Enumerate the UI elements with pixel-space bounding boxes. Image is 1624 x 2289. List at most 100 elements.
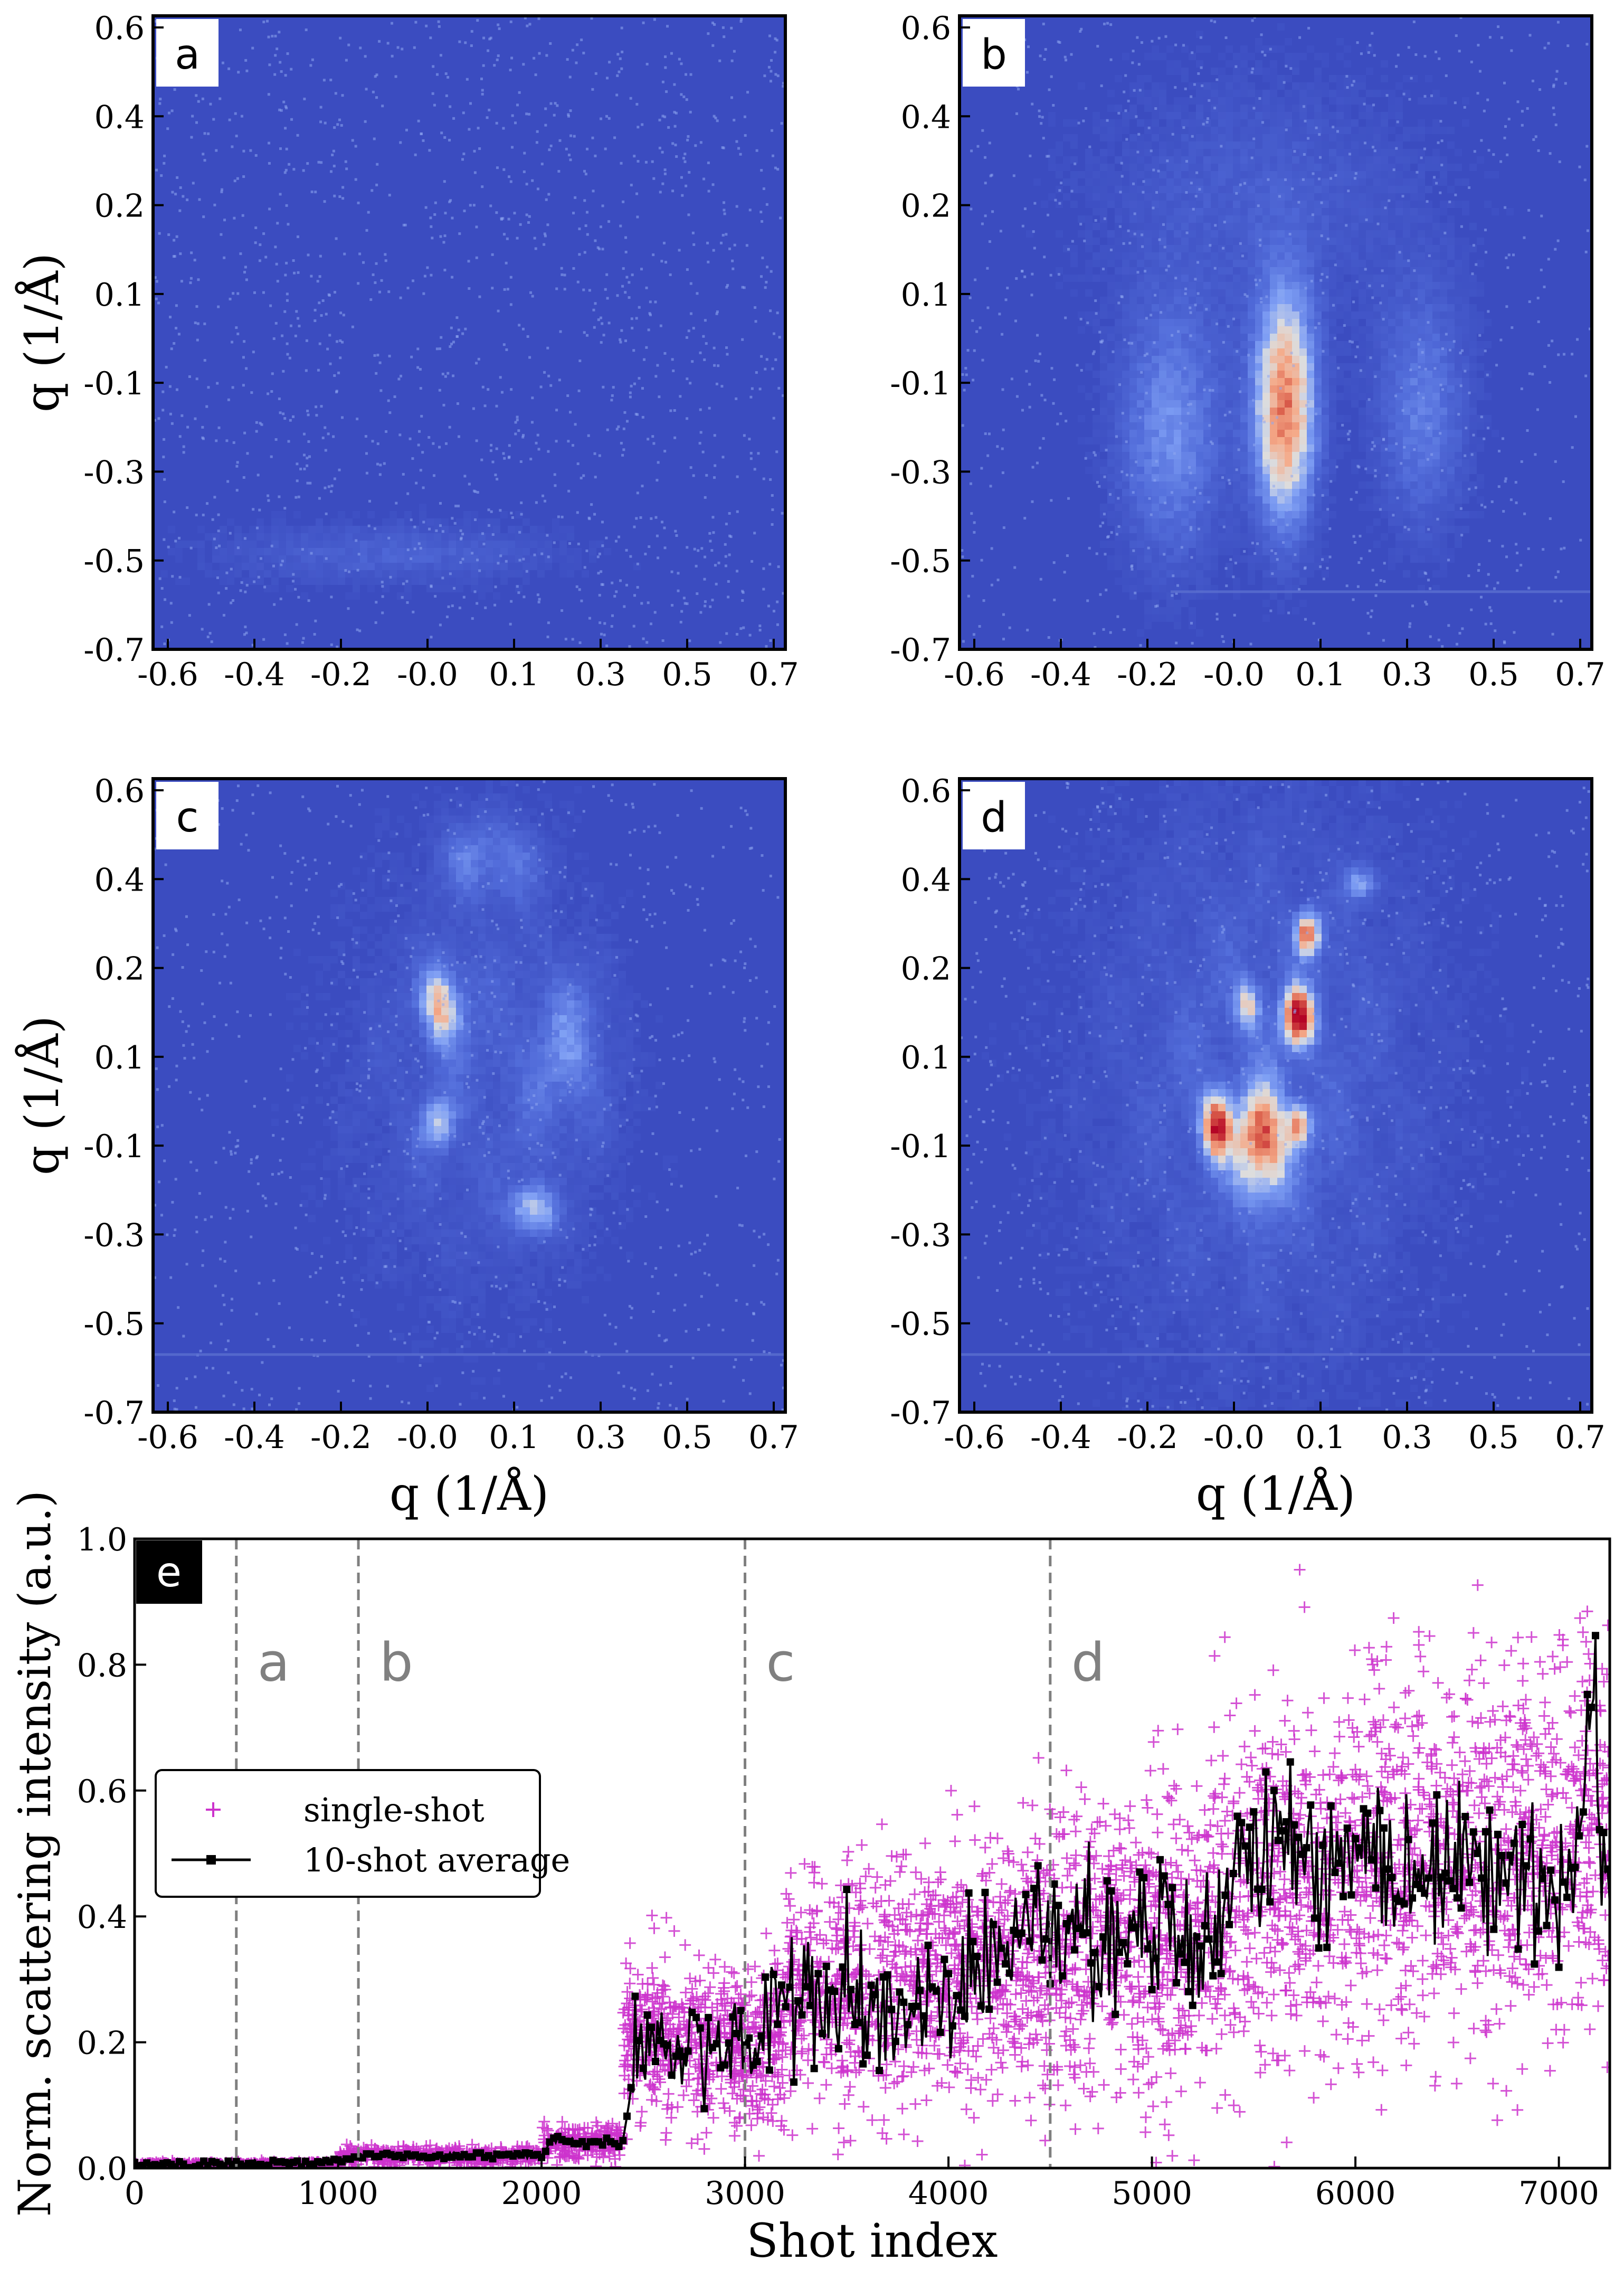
noise-pixel bbox=[262, 21, 265, 24]
heatmap-cell bbox=[1115, 518, 1122, 526]
noise-pixel bbox=[167, 233, 170, 237]
heatmap-cell bbox=[1152, 363, 1159, 371]
noise-pixel bbox=[379, 464, 382, 467]
heatmap-cell bbox=[220, 533, 227, 541]
heatmap-cell bbox=[1395, 341, 1403, 348]
heatmap-cell bbox=[1129, 82, 1137, 90]
noise-pixel bbox=[170, 422, 174, 425]
heatmap-cell bbox=[1255, 230, 1262, 238]
x-tick-label: -0.0 bbox=[397, 656, 458, 693]
noise-pixel bbox=[689, 282, 692, 285]
heatmap-cell bbox=[1233, 356, 1240, 363]
heatmap-cell bbox=[1395, 289, 1403, 297]
heatmap-cell bbox=[1107, 341, 1115, 348]
heatmap-cell bbox=[1403, 348, 1410, 356]
noise-pixel bbox=[653, 18, 656, 21]
noise-pixel bbox=[538, 598, 541, 601]
heatmap-cell bbox=[1403, 282, 1410, 289]
heatmap-cell bbox=[1159, 149, 1166, 156]
heatmap-cell bbox=[493, 563, 500, 570]
heatmap-cell bbox=[1166, 326, 1174, 334]
heatmap-cell bbox=[1403, 481, 1410, 489]
heatmap-cell bbox=[1107, 311, 1115, 319]
heatmap-cell bbox=[1181, 319, 1189, 326]
heatmap-cell bbox=[1129, 533, 1137, 541]
heatmap-cell bbox=[1425, 518, 1432, 526]
heatmap-cell bbox=[1418, 311, 1425, 319]
noise-pixel bbox=[414, 153, 417, 156]
noise-pixel bbox=[430, 273, 433, 277]
heatmap-cell bbox=[1226, 348, 1233, 356]
noise-pixel bbox=[637, 126, 640, 129]
noise-pixel bbox=[497, 562, 500, 565]
noise-pixel bbox=[765, 203, 768, 206]
noise-pixel bbox=[596, 555, 600, 559]
heatmap-cell bbox=[1189, 141, 1196, 149]
noise-pixel bbox=[409, 437, 412, 440]
heatmap-cell bbox=[1359, 186, 1366, 193]
heatmap-cell bbox=[1469, 326, 1477, 334]
heatmap-cell bbox=[1174, 149, 1181, 156]
heatmap-cell bbox=[1455, 452, 1462, 459]
heatmap-cell bbox=[1366, 275, 1373, 282]
heatmap-cell bbox=[1248, 178, 1255, 186]
noise-pixel bbox=[671, 358, 674, 361]
noise-pixel bbox=[439, 524, 442, 527]
noise-pixel bbox=[582, 51, 585, 54]
heatmap-cell bbox=[1277, 334, 1285, 341]
noise-pixel bbox=[302, 432, 306, 436]
heatmap-cell bbox=[1336, 119, 1344, 127]
heatmap-cell bbox=[1107, 393, 1115, 400]
noise-pixel bbox=[381, 585, 384, 588]
heatmap-cell bbox=[537, 533, 545, 541]
noise-pixel bbox=[741, 338, 744, 341]
noise-pixel bbox=[607, 220, 611, 223]
noise-pixel bbox=[630, 317, 633, 320]
noise-pixel bbox=[521, 436, 525, 439]
heatmap-cell bbox=[1174, 193, 1181, 201]
heatmap-cell bbox=[1122, 393, 1129, 400]
heatmap-cell bbox=[1322, 245, 1329, 252]
noise-pixel bbox=[272, 337, 276, 340]
heatmap-cell bbox=[1366, 141, 1373, 149]
heatmap-cell bbox=[1115, 297, 1122, 304]
heatmap-cell bbox=[1432, 260, 1440, 267]
noise-pixel bbox=[444, 72, 448, 75]
heatmap-cell bbox=[220, 541, 227, 548]
heatmap-cell bbox=[1440, 378, 1447, 385]
heatmap-cell bbox=[1218, 267, 1226, 275]
noise-pixel bbox=[667, 126, 670, 129]
heatmap-cell bbox=[1255, 215, 1262, 223]
heatmap-cell bbox=[1226, 459, 1233, 467]
heatmap-cell bbox=[1395, 504, 1403, 511]
heatmap-cell bbox=[1299, 504, 1307, 511]
heatmap-cell bbox=[1166, 526, 1174, 533]
heatmap-cell bbox=[1314, 171, 1322, 178]
heatmap-cell bbox=[1484, 415, 1492, 422]
heatmap-cell bbox=[1240, 141, 1248, 149]
heatmap-cell bbox=[1418, 97, 1425, 105]
heatmap-cell bbox=[1359, 75, 1366, 82]
heatmap-cell bbox=[353, 541, 360, 548]
noise-pixel bbox=[302, 637, 305, 640]
heatmap-cell bbox=[567, 555, 574, 563]
noise-pixel bbox=[693, 547, 696, 551]
heatmap-cell bbox=[1447, 341, 1455, 348]
heatmap-cell bbox=[1166, 341, 1174, 348]
heatmap-cell bbox=[1477, 437, 1484, 444]
noise-pixel bbox=[694, 144, 697, 147]
noise-pixel bbox=[528, 23, 531, 26]
noise-pixel bbox=[716, 310, 719, 314]
heatmap-cell bbox=[1285, 348, 1292, 356]
heatmap-cell bbox=[1366, 385, 1373, 393]
noise-pixel bbox=[324, 121, 327, 125]
noise-pixel bbox=[356, 418, 359, 421]
heatmap-cell bbox=[1122, 215, 1129, 223]
heatmap-cell bbox=[530, 526, 537, 533]
heatmap-cell bbox=[1248, 141, 1255, 149]
heatmap-cell bbox=[1196, 422, 1203, 430]
noise-pixel bbox=[506, 288, 509, 291]
heatmap-cell bbox=[286, 526, 293, 533]
heatmap-cell bbox=[1418, 238, 1425, 245]
heatmap-cell bbox=[271, 585, 279, 592]
